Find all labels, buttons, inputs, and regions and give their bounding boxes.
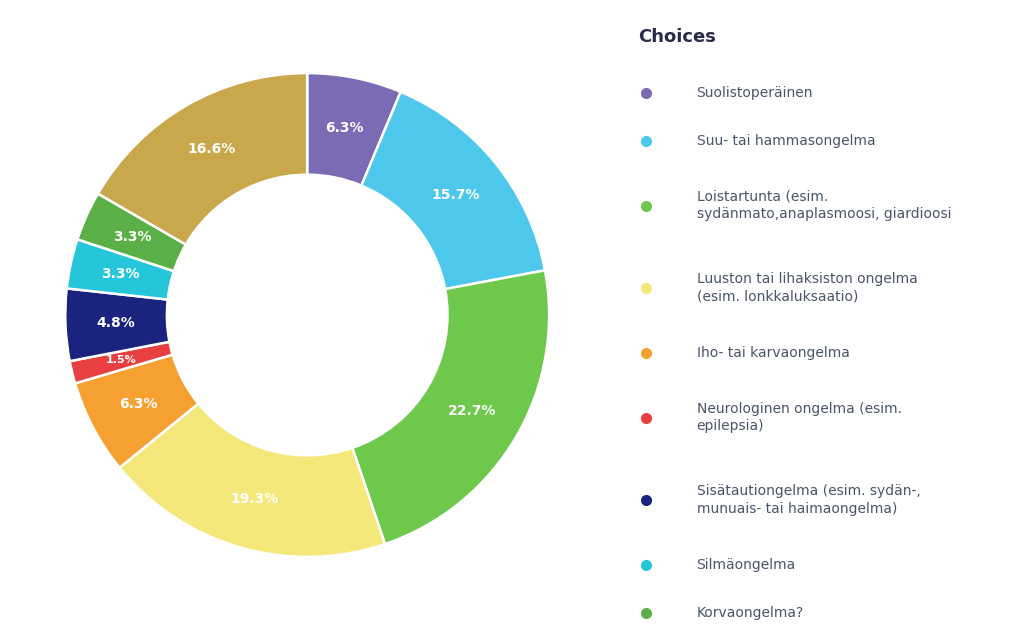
Wedge shape [78, 193, 185, 271]
Text: Suolistoperäinen: Suolistoperäinen [696, 86, 813, 100]
Text: 4.8%: 4.8% [97, 316, 135, 330]
Text: Silmäongelma: Silmäongelma [696, 558, 796, 572]
Text: Suu- tai hammasongelma: Suu- tai hammasongelma [696, 134, 876, 147]
Text: 3.3%: 3.3% [101, 267, 139, 282]
Text: Luuston tai lihaksiston ongelma
(esim. lonkkaluksaatio): Luuston tai lihaksiston ongelma (esim. l… [696, 272, 918, 304]
Text: 3.3%: 3.3% [114, 230, 153, 244]
Text: 6.3%: 6.3% [119, 397, 158, 411]
Text: 6.3%: 6.3% [326, 120, 365, 135]
Wedge shape [352, 270, 549, 544]
Wedge shape [120, 404, 385, 557]
Wedge shape [67, 239, 174, 300]
Text: Loistartunta (esim.
sydänmato,anaplasmoosi, giardioosi: Loistartunta (esim. sydänmato,anaplasmoo… [696, 190, 951, 221]
Text: 19.3%: 19.3% [230, 491, 279, 506]
Text: 16.6%: 16.6% [187, 142, 236, 156]
Wedge shape [66, 289, 169, 361]
Text: Korvaongelma?: Korvaongelma? [696, 606, 804, 620]
Wedge shape [98, 73, 307, 244]
Text: Sisätautiongelma (esim. sydän-,
munuais- tai haimaongelma): Sisätautiongelma (esim. sydän-, munuais-… [696, 484, 921, 515]
Wedge shape [307, 73, 400, 186]
Wedge shape [75, 355, 199, 467]
Wedge shape [70, 342, 173, 384]
Text: Iho- tai karvaongelma: Iho- tai karvaongelma [696, 346, 849, 360]
Wedge shape [361, 92, 545, 289]
Text: 1.5%: 1.5% [106, 355, 137, 365]
Text: Neurologinen ongelma (esim.
epilepsia): Neurologinen ongelma (esim. epilepsia) [696, 402, 901, 433]
Text: 22.7%: 22.7% [449, 404, 497, 418]
Text: Choices: Choices [638, 28, 716, 47]
Text: 15.7%: 15.7% [432, 188, 480, 202]
